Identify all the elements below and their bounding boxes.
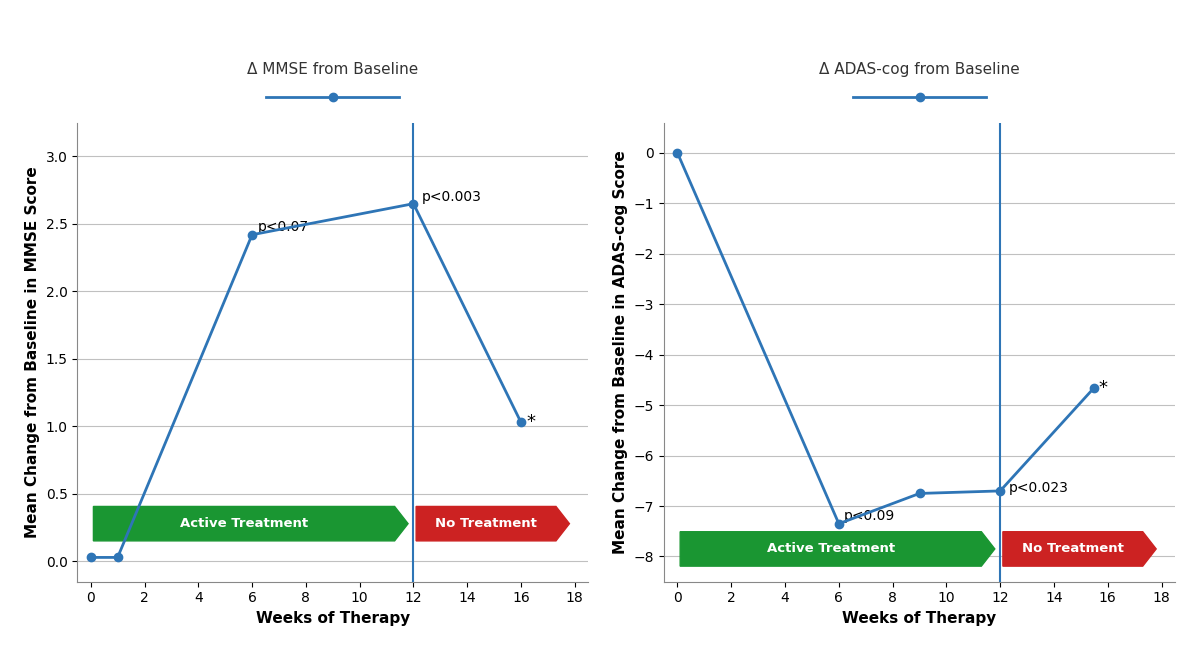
Text: p<0.07: p<0.07 (258, 219, 308, 234)
Text: p<0.023: p<0.023 (1008, 481, 1068, 495)
Text: Δ ADAS-cog from Baseline: Δ ADAS-cog from Baseline (820, 62, 1020, 77)
Y-axis label: Mean Change from Baseline in MMSE Score: Mean Change from Baseline in MMSE Score (25, 166, 40, 538)
FancyArrow shape (94, 506, 408, 541)
Text: p<0.003: p<0.003 (421, 190, 481, 204)
Text: Δ MMSE from Baseline: Δ MMSE from Baseline (247, 62, 419, 77)
Text: Active Treatment: Active Treatment (767, 542, 895, 555)
Y-axis label: Mean Change from Baseline in ADAS-cog Score: Mean Change from Baseline in ADAS-cog Sc… (613, 150, 629, 554)
Text: Active Treatment: Active Treatment (180, 517, 308, 530)
FancyArrow shape (416, 506, 570, 541)
X-axis label: Weeks of Therapy: Weeks of Therapy (842, 611, 997, 626)
X-axis label: Weeks of Therapy: Weeks of Therapy (256, 611, 410, 626)
Text: *: * (527, 413, 535, 432)
Text: No Treatment: No Treatment (1022, 542, 1123, 555)
Text: No Treatment: No Treatment (436, 517, 536, 530)
Text: p<0.09: p<0.09 (845, 509, 895, 523)
FancyArrow shape (1003, 532, 1156, 566)
FancyArrow shape (680, 532, 995, 566)
Text: *: * (1098, 378, 1108, 396)
